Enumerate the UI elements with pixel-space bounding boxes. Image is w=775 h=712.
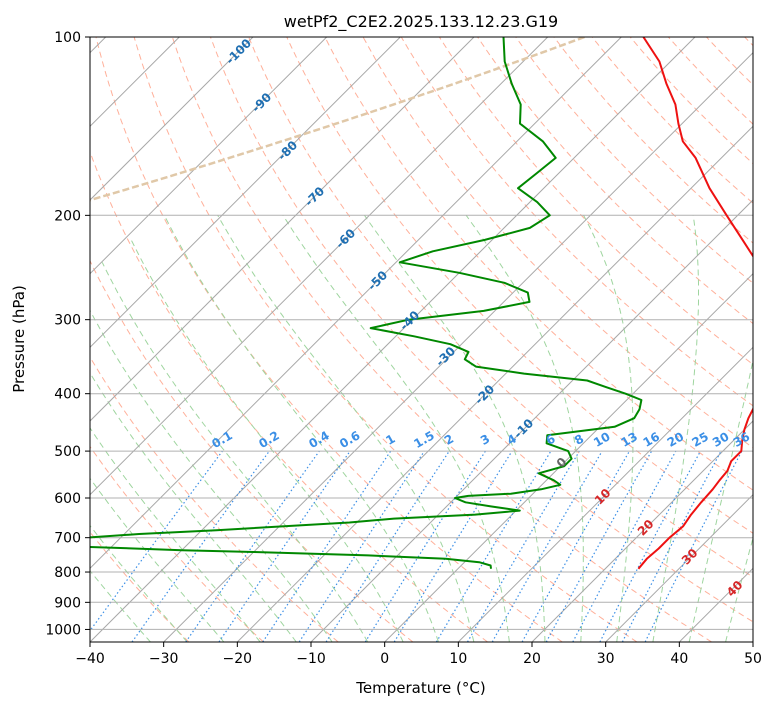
x-tick-label: 40 bbox=[670, 651, 688, 667]
x-tick-label: 50 bbox=[744, 651, 762, 667]
x-tick-label: −10 bbox=[296, 651, 326, 667]
x-tick-label: 0 bbox=[380, 651, 389, 667]
y-tick-label: 800 bbox=[54, 565, 81, 581]
y-tick-label: 500 bbox=[54, 444, 81, 460]
y-tick-label: 900 bbox=[54, 595, 81, 611]
x-tick-label: −40 bbox=[75, 651, 105, 667]
x-tick-label: 10 bbox=[449, 651, 467, 667]
isotherm bbox=[753, 37, 775, 642]
x-tick-label: −30 bbox=[149, 651, 179, 667]
chart-title: wetPf2_C2E2.2025.133.12.23.G19 bbox=[284, 12, 558, 32]
x-axis: −40 −30 −20 −10 0 10 20 30 40 50 bbox=[75, 642, 762, 667]
y-tick-label: 300 bbox=[54, 313, 81, 329]
x-axis-label: Temperature (°C) bbox=[355, 679, 485, 697]
y-axis-label: Pressure (hPa) bbox=[10, 285, 28, 393]
x-tick-label: 20 bbox=[523, 651, 541, 667]
y-tick-label: 400 bbox=[54, 387, 81, 403]
y-tick-label: 700 bbox=[54, 531, 81, 547]
y-axis: 100 200 300 400 500 600 700 800 900 1000 bbox=[45, 30, 90, 638]
x-tick-label: −20 bbox=[223, 651, 253, 667]
y-tick-label: 1000 bbox=[45, 622, 81, 638]
y-tick-label: 200 bbox=[54, 208, 81, 224]
x-tick-label: 30 bbox=[597, 651, 615, 667]
y-tick-label: 600 bbox=[54, 491, 81, 507]
y-tick-label: 100 bbox=[54, 30, 81, 46]
